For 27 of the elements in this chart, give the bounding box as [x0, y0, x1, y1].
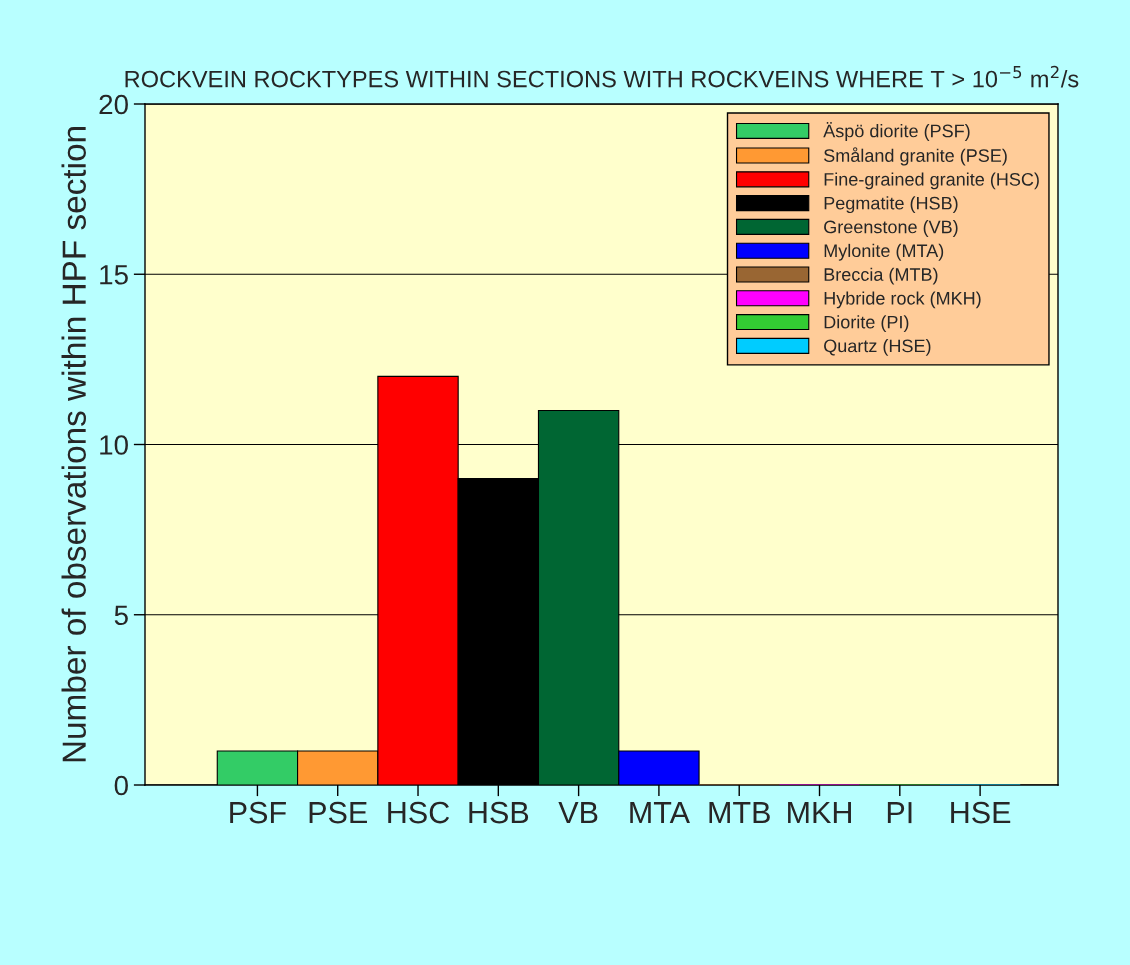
x-tick-label: MKH [788, 802, 851, 824]
legend-label: Mylonite (MTA) [824, 243, 944, 261]
legend-label: Greenstone (VB) [824, 220, 958, 237]
y-axis-title: Number of observations within HPF section [61, 127, 86, 762]
legend-label: Quartz (HSE) [824, 339, 931, 356]
legend-label: Breccia (MTB) [824, 267, 938, 285]
legend-label: Småland granite (PSE) [824, 147, 1007, 166]
x-tick-label: HSB [469, 801, 529, 824]
y-tick-label: 20 [99, 94, 128, 115]
y-tick-label: 10 [100, 435, 128, 455]
chart-title: ROCKVEIN ROCKTYPES WITHIN SECTIONS WITH ROCKVEINS WHERE T > 10$^{−5}$ m$^{2}$/s [125, 65, 1079, 88]
y-tick-label: 5 [114, 605, 128, 626]
x-tick-label: PSE [309, 801, 367, 824]
x-tick-label: PI [887, 802, 912, 824]
legend-label: Fine-grained granite (HSC) [824, 172, 1039, 190]
legend-label: Diorite (PI) [824, 315, 909, 333]
legend-label: Hybride rock (MKH) [824, 291, 981, 309]
y-tick-label: 15 [100, 265, 128, 285]
x-tick-label: PSF [230, 801, 286, 824]
x-tick-label: HSE [951, 801, 1011, 824]
x-tick-label: VB [558, 802, 598, 824]
y-tick-label: 0 [114, 775, 128, 796]
x-tick-label: MTA [630, 802, 690, 824]
legend-label: Äspö diorite (PSF) [823, 122, 970, 141]
legend-label: Pegmatite (HSB) [824, 196, 958, 214]
x-tick-label: MTB [709, 802, 770, 824]
x-tick-label: HSC [388, 801, 450, 824]
